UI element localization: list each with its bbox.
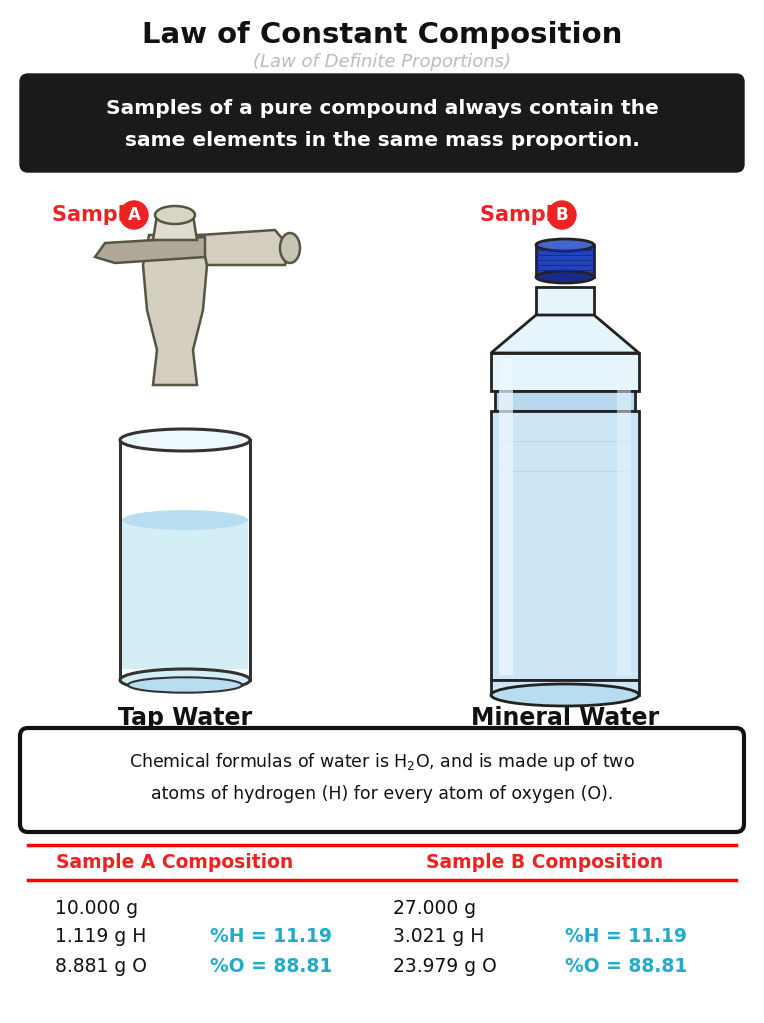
- FancyBboxPatch shape: [20, 74, 744, 172]
- Text: Sample B Composition: Sample B Composition: [426, 852, 664, 872]
- Polygon shape: [617, 358, 631, 675]
- Polygon shape: [122, 520, 248, 669]
- Text: Sample A Composition: Sample A Composition: [57, 852, 293, 872]
- Ellipse shape: [536, 239, 594, 251]
- Polygon shape: [95, 237, 205, 263]
- Ellipse shape: [128, 677, 242, 693]
- Text: 10.000 g: 10.000 g: [55, 898, 138, 918]
- Polygon shape: [491, 315, 639, 353]
- Text: %O = 88.81: %O = 88.81: [210, 957, 332, 976]
- Circle shape: [120, 201, 148, 229]
- Polygon shape: [200, 230, 290, 265]
- Text: same elements in the same mass proportion.: same elements in the same mass proportio…: [125, 131, 639, 149]
- Polygon shape: [491, 680, 639, 695]
- Text: Mineral Water: Mineral Water: [471, 706, 659, 730]
- Polygon shape: [491, 353, 639, 391]
- Text: 23.979 g O: 23.979 g O: [393, 957, 497, 976]
- Polygon shape: [495, 391, 635, 411]
- Ellipse shape: [491, 684, 639, 706]
- Polygon shape: [536, 287, 594, 315]
- Polygon shape: [491, 411, 639, 680]
- Ellipse shape: [536, 271, 594, 283]
- Polygon shape: [143, 235, 207, 385]
- Text: %O = 88.81: %O = 88.81: [565, 957, 688, 976]
- Polygon shape: [499, 358, 513, 675]
- Text: Sample: Sample: [480, 205, 575, 225]
- Text: %H = 11.19: %H = 11.19: [565, 928, 687, 946]
- Text: 3.021 g H: 3.021 g H: [393, 928, 484, 946]
- Text: Chemical formulas of water is H$_2$O, and is made up of two: Chemical formulas of water is H$_2$O, an…: [129, 751, 635, 773]
- Text: atoms of hydrogen (H) for every atom of oxygen (O).: atoms of hydrogen (H) for every atom of …: [151, 785, 613, 803]
- FancyBboxPatch shape: [20, 728, 744, 832]
- Text: Law of Constant Composition: Law of Constant Composition: [142, 21, 622, 49]
- Polygon shape: [153, 215, 197, 240]
- Polygon shape: [536, 244, 594, 277]
- Ellipse shape: [155, 206, 195, 224]
- Circle shape: [548, 201, 576, 229]
- Text: Samples of a pure compound always contain the: Samples of a pure compound always contai…: [105, 99, 659, 119]
- Ellipse shape: [120, 669, 250, 691]
- Text: Tap Water: Tap Water: [118, 706, 252, 730]
- Text: B: B: [555, 206, 568, 224]
- Ellipse shape: [122, 510, 248, 530]
- Text: 27.000 g: 27.000 g: [393, 898, 476, 918]
- Text: %H = 11.19: %H = 11.19: [210, 928, 332, 946]
- Text: (Law of Definite Proportions): (Law of Definite Proportions): [253, 53, 511, 71]
- Ellipse shape: [280, 233, 300, 263]
- Text: Sample: Sample: [52, 205, 147, 225]
- Text: 1.119 g H: 1.119 g H: [55, 928, 147, 946]
- Text: A: A: [128, 206, 141, 224]
- Ellipse shape: [120, 429, 250, 451]
- Text: 8.881 g O: 8.881 g O: [55, 957, 147, 976]
